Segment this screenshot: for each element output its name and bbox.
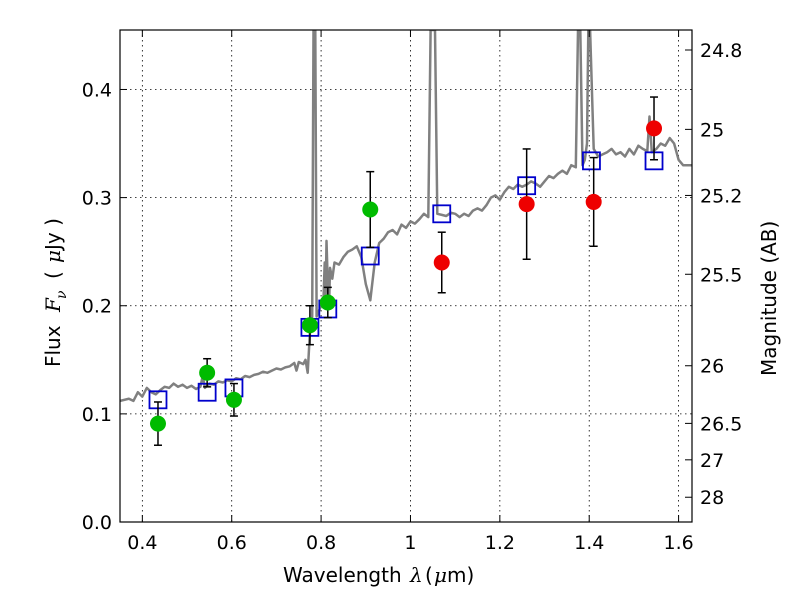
observed-point — [319, 294, 336, 311]
observed-point — [199, 364, 216, 381]
observed-point — [518, 196, 535, 213]
spectrum-line — [120, 30, 692, 403]
x-axis-title-unit: ( — [425, 563, 433, 587]
y-axis-title: Flux F ν ( μ Jy ) — [41, 218, 70, 367]
observed-point — [362, 201, 379, 218]
observed-photometry-layer — [149, 120, 663, 432]
mag-tick-label: 25.5 — [700, 264, 742, 286]
x-tick-label: 1.2 — [485, 532, 515, 554]
mag-tick-label: 26 — [700, 356, 724, 378]
x-tick-label: 1 — [404, 532, 416, 554]
grid — [120, 30, 692, 523]
y-axis-title-nu: ν — [54, 290, 70, 299]
y-tick-label: 0.2 — [82, 296, 112, 318]
mag-tick-label: 27 — [700, 450, 724, 472]
y-axis-title-jy: Jy ) — [41, 218, 65, 252]
mag-tick-label: 26.5 — [700, 413, 742, 435]
observed-point — [149, 415, 166, 432]
y-axis-right-title: Magnitude (AB) — [757, 221, 781, 376]
y-axis-title-fnu: F — [41, 297, 65, 313]
x-axis-title: Wavelength λ ( μ m) — [283, 563, 474, 587]
x-axis-title-m: m) — [447, 563, 474, 587]
x-tick-label: 0.8 — [306, 532, 336, 554]
y-tick-label: 0.0 — [82, 512, 112, 534]
y-axis-title-flux: Flux — [41, 325, 65, 367]
mag-tick-label: 24.8 — [700, 40, 742, 62]
y-axis-title-mu: μ — [41, 250, 65, 263]
x-tick-label: 1.4 — [574, 532, 604, 554]
y-axis-title-open: ( — [41, 271, 65, 279]
y-axis-left: 0.0 0.1 0.2 0.3 0.4 — [82, 79, 127, 534]
x-axis-title-mu: μ — [434, 563, 447, 587]
plot-frame — [119, 29, 693, 523]
x-axis-title-text: Wavelength — [283, 563, 402, 587]
x-axis: 0.4 0.6 0.8 1 1.2 1.4 1.6 — [127, 30, 694, 554]
y-tick-label: 0.3 — [82, 188, 112, 210]
y-tick-label: 0.4 — [82, 79, 112, 101]
observed-point — [585, 193, 602, 210]
spectrum-layer — [120, 30, 692, 403]
x-tick-label: 1.6 — [663, 532, 693, 554]
x-axis-title-lambda: λ — [409, 563, 423, 587]
observed-point — [646, 120, 663, 137]
model-photometry-layer — [148, 151, 664, 410]
mag-tick-label: 25.2 — [700, 185, 742, 207]
mag-tick-label: 25 — [700, 119, 724, 141]
x-tick-label: 0.4 — [127, 532, 157, 554]
y-axis-right: 24.8 25 25.2 25.5 26 26.5 27 28 — [685, 40, 742, 509]
observed-point — [433, 254, 450, 271]
mag-tick-label: 28 — [700, 487, 724, 509]
x-tick-label: 0.6 — [217, 532, 247, 554]
observed-point — [225, 391, 242, 408]
model-photometry-marker — [432, 204, 452, 224]
model-photometry-marker — [582, 151, 601, 171]
y-tick-label: 0.1 — [82, 404, 112, 426]
observed-point — [301, 317, 318, 334]
